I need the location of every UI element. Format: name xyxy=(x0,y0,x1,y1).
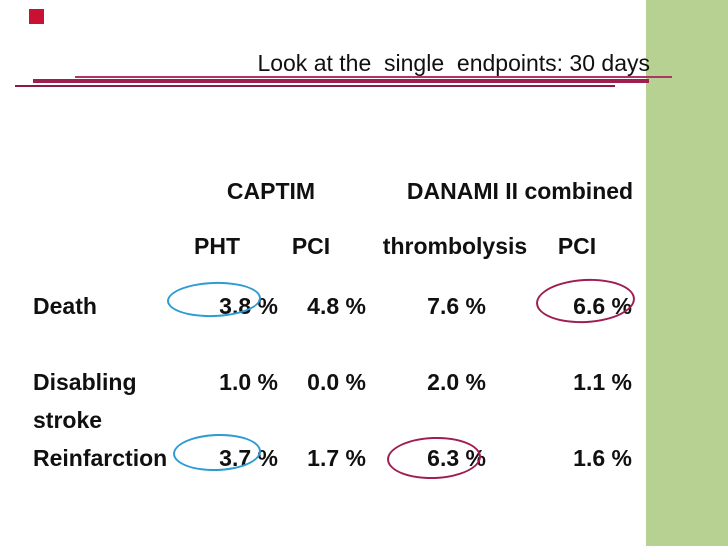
cell-reinf-thrombolysis: 6.3 % xyxy=(427,445,486,471)
cell-reinf-pci: 1.7 % xyxy=(307,445,366,471)
cell-reinf-pht: 3.7 % xyxy=(219,445,278,471)
ellipse-annotation-red-reinf-thrombolysis xyxy=(386,435,482,481)
top-left-red-marker xyxy=(29,9,44,24)
cell-reinf-pci2: 1.6 % xyxy=(573,445,632,471)
cell-stroke-pci2: 1.1 % xyxy=(573,369,632,395)
cell-death-thrombolysis: 7.6 % xyxy=(427,293,486,319)
row-label-reinfarction: Reinfarction xyxy=(33,445,168,471)
title-underline-bottom xyxy=(15,85,615,87)
cell-death-pci: 4.8 % xyxy=(307,293,366,319)
col-header-pci-danami: PCI xyxy=(557,233,597,259)
group-header-captim: CAPTIM xyxy=(226,178,316,204)
col-header-thrombolysis: thrombolysis xyxy=(382,233,528,259)
cell-stroke-pht: 1.0 % xyxy=(219,369,278,395)
slide-title: Look at the single endpoints: 30 days xyxy=(257,50,650,76)
row-label-death: Death xyxy=(33,293,97,319)
cell-death-pht: 3.8 % xyxy=(219,293,278,319)
group-header-danami: DANAMI II combined xyxy=(406,178,634,204)
row-label-disabling: Disabling xyxy=(33,369,137,395)
col-header-pci-captim: PCI xyxy=(291,233,331,259)
col-header-pht: PHT xyxy=(194,233,240,259)
cell-death-pci2: 6.6 % xyxy=(573,293,632,319)
cell-stroke-pci: 0.0 % xyxy=(307,369,366,395)
row-label-stroke: stroke xyxy=(33,407,103,433)
title-underline-top xyxy=(75,76,672,78)
cell-stroke-thrombolysis: 2.0 % xyxy=(427,369,486,395)
title-underline-main xyxy=(33,79,649,83)
right-accent-bar xyxy=(646,0,728,546)
